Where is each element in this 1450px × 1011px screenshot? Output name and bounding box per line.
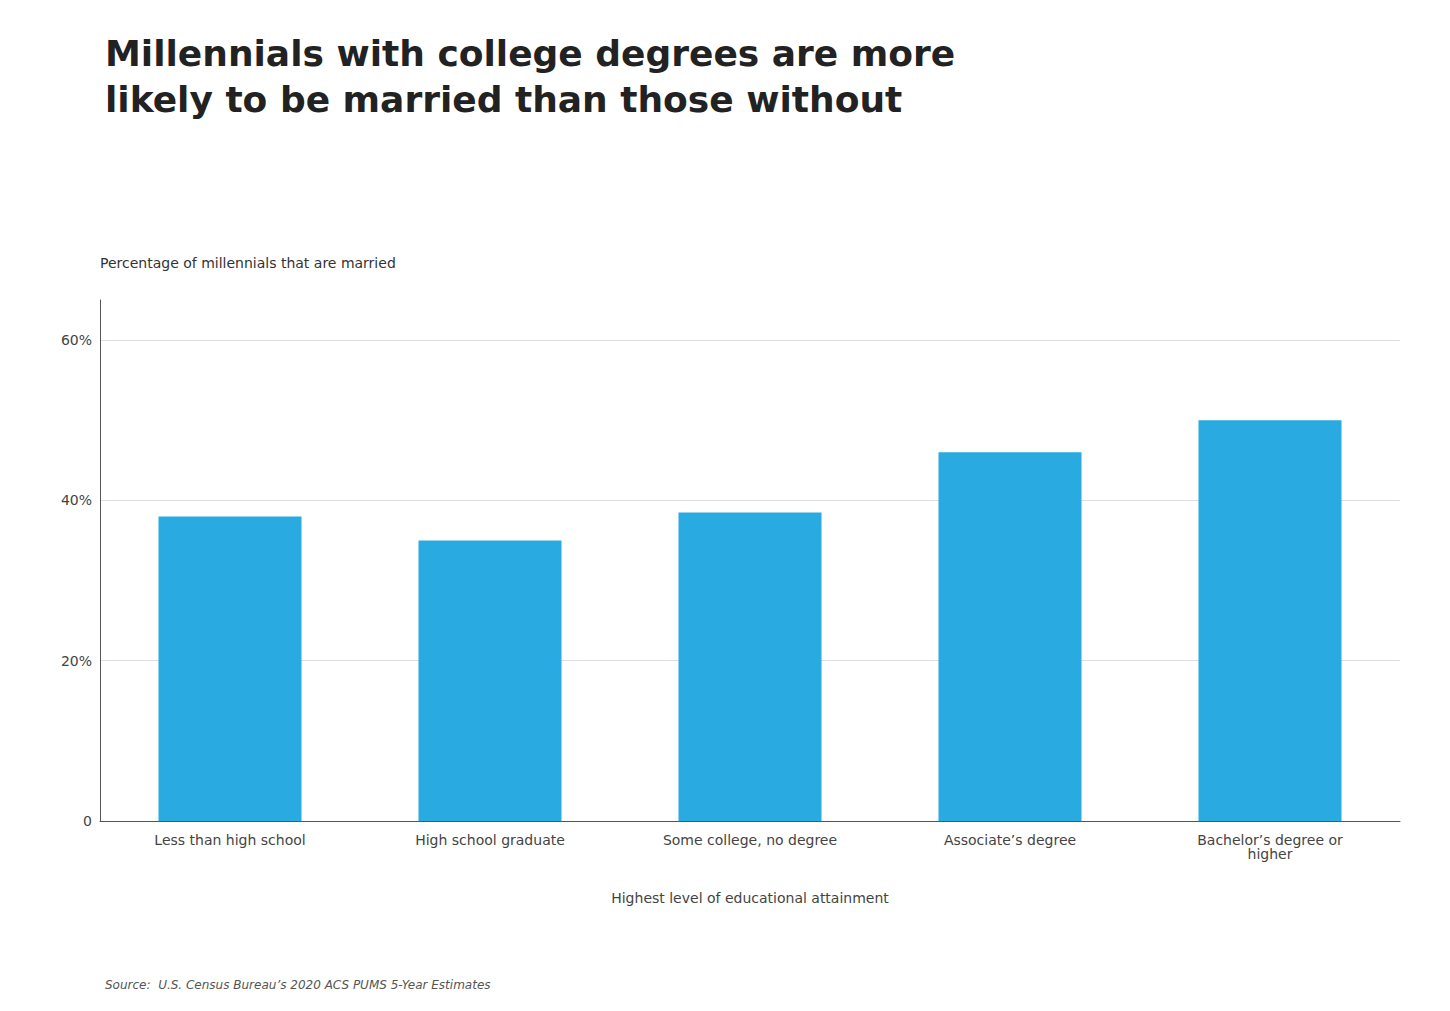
svg-text:Bachelor’s degree or: Bachelor’s degree or [1197, 832, 1343, 848]
svg-text:Some college, no degree: Some college, no degree [663, 832, 837, 848]
svg-text:Less than high school: Less than high school [154, 832, 305, 848]
svg-text:Percentage of millennials that: Percentage of millennials that are marri… [100, 255, 396, 271]
svg-text:High school graduate: High school graduate [415, 832, 565, 848]
svg-text:40%: 40% [61, 492, 92, 508]
svg-text:0: 0 [83, 813, 92, 829]
svg-text:likely to be married than thos: likely to be married than those without [105, 79, 902, 120]
svg-text:20%: 20% [61, 653, 92, 669]
svg-text:Millennials with college degre: Millennials with college degrees are mor… [105, 33, 955, 74]
svg-text:Highest level of educational a: Highest level of educational attainment [611, 890, 889, 906]
svg-text:Associate’s degree: Associate’s degree [944, 832, 1076, 848]
svg-text:60%: 60% [61, 332, 92, 348]
svg-text:Source: U.S. Census Bureau’s: Source: U.S. Census Bureau’s 2020 ACS PU… [105, 978, 491, 992]
svg-text:higher: higher [1248, 846, 1293, 862]
